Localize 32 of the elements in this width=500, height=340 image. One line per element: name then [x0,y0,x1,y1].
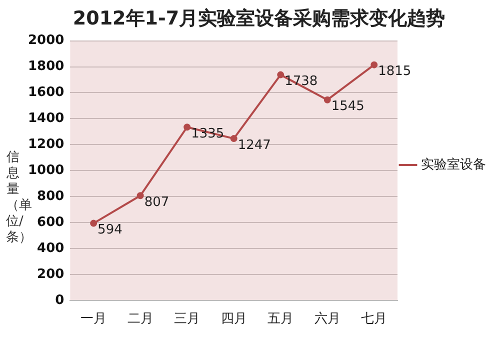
x-tick-label: 四月 [220,312,247,327]
point [184,124,191,131]
chart-title: 2012年1-7月实验室设备采购需求变化趋势 [72,7,446,30]
x-tick-label: 一月 [80,312,107,327]
data-label: 594 [98,222,122,238]
y-tick-label: 1200 [28,137,64,152]
data-label: 1545 [331,99,364,114]
x-tick-label: 三月 [174,312,200,327]
y-tick-label: 600 [37,214,64,230]
y-tick-label: 800 [37,188,64,204]
y-tick-label: 2000 [28,33,64,48]
point [230,135,238,142]
y-tick-label: 400 [37,240,64,256]
y-tick-label: 0 [55,292,64,308]
point [277,71,284,78]
legend-label: 实验室设备 [421,156,486,172]
point [90,220,98,227]
y-tick-label: 1600 [28,85,64,100]
y-tick-label: 1800 [28,59,64,74]
y-tick-label: 200 [37,266,64,282]
data-label: 807 [144,195,170,210]
x-tick-label: 二月 [127,312,154,327]
y-tick-label: 1400 [28,111,64,126]
point [324,96,331,104]
data-label: 1815 [378,64,412,80]
data-label: 1247 [238,138,271,153]
y-tick-label: 1000 [28,162,64,178]
x-tick-label: 六月 [314,312,340,327]
point [370,61,378,68]
x-tick-label: 七月 [361,312,388,327]
x-tick-label: 五月 [268,312,294,327]
point [136,192,144,200]
